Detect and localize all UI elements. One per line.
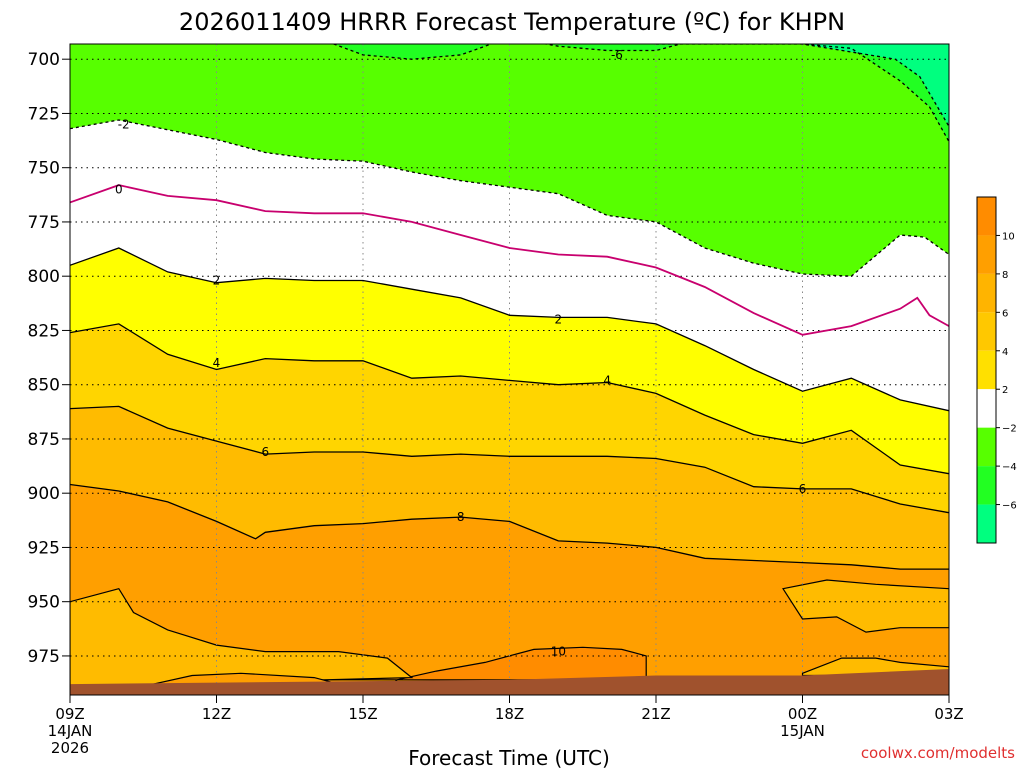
pocket-6-8-b [782,579,949,633]
isotherm-6 [70,405,949,514]
contour-labels: -6 -2 0 2 2 4 4 6 6 8 10 [115,48,807,659]
pocket-ge10 [397,646,647,681]
contour-label-3: 2 [213,274,221,288]
contour-label-1: -2 [118,117,130,131]
contour-label-6: 4 [603,373,611,387]
x-tick-date-00Z: 15JAN [780,722,825,740]
contour-label-4: 2 [555,313,563,327]
contour-label-10: 10 [551,645,566,659]
contour-label-9: 8 [457,510,465,524]
x-tick-label-03Z: 03Z [934,705,963,723]
colorbar-label-2: 6 [1002,308,1008,319]
ground-surface [70,669,949,695]
colorbar-label-0: 10 [1002,231,1015,242]
isotherm-m6 [333,44,949,142]
y-tick-label-700: 700 [28,50,60,70]
contour-label-5: 4 [213,356,221,370]
isotherm-4 [70,323,949,475]
x-tick-label-15Z: 15Z [348,705,377,723]
x-tick-label-00Z: 00Z [788,705,817,723]
isotherm-m8 [656,44,949,127]
x-tick-year-09Z: 2026 [51,739,89,757]
isotherm-lines [70,44,949,570]
colorbar: 10 8 6 4 2 −2 −4 −6 [976,196,1017,544]
y-tick-label-825: 825 [28,321,60,341]
colorbar-band-2 [977,273,996,313]
x-tick-date-09Z: 14JAN [48,722,93,740]
colorbar-label-5: −2 [1002,424,1017,435]
contour-label-8: 6 [799,482,807,496]
y-tick-label-750: 750 [28,159,60,179]
watermark: coolwx.com/modelts [861,744,1015,762]
y-tick-label-950: 950 [28,593,60,613]
colorbar-label-7: −6 [1002,501,1017,512]
y-tick-label-725: 725 [28,104,60,124]
chart-title: 2026011409 HRRR Forecast Temperature (ºC… [179,8,845,36]
contour-label-0: -6 [611,48,623,62]
x-tick-label-21Z: 21Z [641,705,670,723]
y-tick-label-800: 800 [28,267,60,287]
colorbar-label-6: −4 [1002,462,1017,473]
isotherm-8 [70,483,949,570]
y-tick-label-850: 850 [28,376,60,396]
x-axis-label: Forecast Time (UTC) [408,746,610,768]
x-tick-label-12Z: 12Z [202,705,231,723]
colorbar-label-3: 4 [1002,347,1008,358]
y-tick-label-900: 900 [28,484,60,504]
x-tick-label-09Z: 09Z [55,705,84,723]
colorbar-band-4 [977,350,996,390]
colorbar-label-4: 2 [1002,385,1008,396]
ground-fill [70,669,949,695]
isotherm-m4 [70,119,949,277]
y-tick-label-925: 925 [28,538,60,558]
y-tick-label-975: 975 [28,647,60,667]
y-axis-pressure: 700 725 750 775 800 825 850 875 900 925 950 975 [28,50,70,667]
colorbar-band-0 [977,197,996,236]
y-tick-label-875: 875 [28,430,60,450]
contour-label-2: 0 [115,182,123,196]
colorbar-band-5 [977,389,996,428]
x-tick-label-18Z: 18Z [495,705,524,723]
colorbar-frame [976,196,997,544]
contour-label-7: 6 [262,445,270,459]
colorbar-label-1: 8 [1002,270,1008,281]
fill-m8 [656,44,949,127]
isotherm-0 [70,184,949,336]
colorbar-band-1 [977,235,996,274]
isotherm-2 [70,247,949,412]
colorbar-band-8 [977,504,996,543]
colorbar-band-3 [977,312,996,351]
colorbar-band-7 [977,466,996,505]
y-tick-label-775: 775 [28,213,60,233]
colorbar-band-6 [977,427,996,467]
